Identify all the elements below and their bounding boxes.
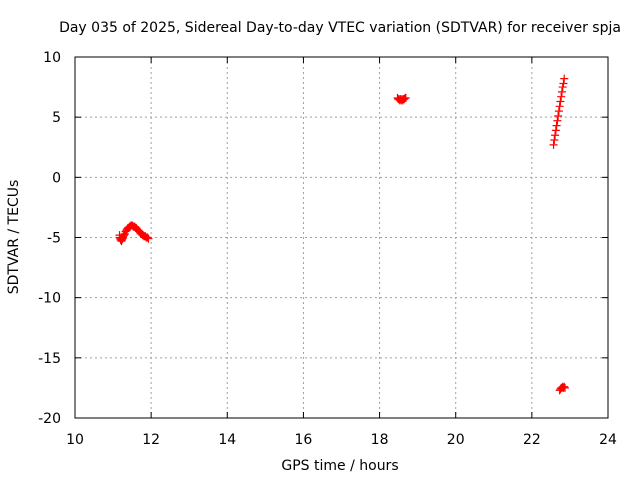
- data-point: [557, 92, 566, 101]
- data-point: [560, 383, 569, 392]
- data-point: [143, 233, 152, 242]
- data-point: [552, 121, 561, 130]
- data-point: [554, 111, 563, 120]
- y-tick-label: -20: [38, 411, 61, 427]
- data-point: [559, 79, 568, 88]
- axis-ticks: 10 12 14 16 18 20 22 24 10 5 0 -5 -10 -15 -20: [38, 50, 617, 448]
- y-tick-label: -15: [38, 351, 61, 367]
- x-tick-label: 12: [142, 432, 160, 448]
- x-tick-label: 20: [447, 432, 465, 448]
- data-point: [560, 382, 569, 391]
- data-point: [550, 136, 559, 145]
- data-point: [553, 116, 562, 125]
- data-point: [120, 231, 129, 240]
- data-point: [560, 74, 569, 83]
- data-point: [551, 131, 560, 140]
- x-tick-label: 24: [599, 432, 617, 448]
- data-point: [144, 234, 153, 243]
- data-points: [115, 74, 569, 395]
- data-point: [549, 140, 558, 149]
- y-tick-label: -10: [38, 291, 61, 307]
- x-axis-label: GPS time / hours: [281, 458, 398, 474]
- x-tick-label: 16: [295, 432, 313, 448]
- x-tick-label: 14: [218, 432, 236, 448]
- x-tick-label: 10: [66, 432, 84, 448]
- chart-title: Day 035 of 2025, Sidereal Day-to-day VTE…: [59, 20, 621, 36]
- data-point: [551, 126, 560, 135]
- data-point: [554, 107, 563, 116]
- data-point: [556, 97, 565, 106]
- data-point: [555, 102, 564, 111]
- data-point: [558, 83, 567, 92]
- x-tick-label: 18: [371, 432, 389, 448]
- data-point: [400, 95, 409, 104]
- y-tick-label: 10: [43, 50, 61, 66]
- x-tick-label: 22: [523, 432, 541, 448]
- y-tick-label: -5: [47, 231, 61, 247]
- data-point: [557, 87, 566, 96]
- data-point: [401, 93, 410, 102]
- y-tick-label: 0: [52, 170, 61, 186]
- y-tick-label: 5: [52, 110, 61, 126]
- y-axis-label: SDTVAR / TECUs: [6, 180, 22, 295]
- grid: [75, 57, 608, 418]
